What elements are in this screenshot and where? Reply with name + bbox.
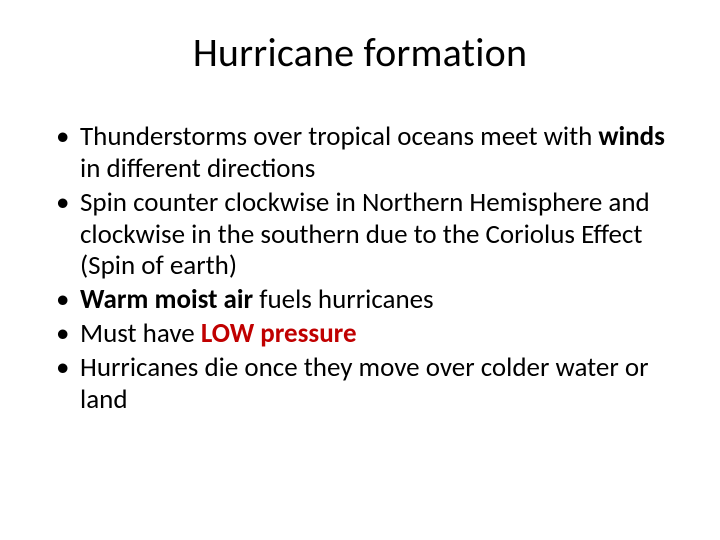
list-item: Spin counter clockwise in Northern Hemis… xyxy=(54,187,666,283)
list-item: Must have LOW pressure xyxy=(54,318,666,350)
text-segment: in different directions xyxy=(80,152,315,185)
slide: Hurricane formation Thunderstorms over t… xyxy=(0,0,720,540)
text-segment: Must have xyxy=(80,317,201,350)
text-segment: Hurricanes die once they move over colde… xyxy=(80,351,649,416)
list-item: Hurricanes die once they move over colde… xyxy=(54,352,666,416)
list-item: Thunderstorms over tropical oceans meet … xyxy=(54,121,666,185)
bullet-list: Thunderstorms over tropical oceans meet … xyxy=(54,121,666,416)
text-segment: Thunderstorms over tropical oceans meet … xyxy=(80,120,598,153)
text-segment-red-bold: LOW pressure xyxy=(201,317,357,350)
text-segment: Spin counter clockwise in Northern Hemis… xyxy=(80,186,650,283)
text-segment-bold: winds xyxy=(598,120,665,153)
slide-title: Hurricane formation xyxy=(54,28,666,77)
text-segment: fuels hurricanes xyxy=(259,283,433,316)
list-item: Warm moist air fuels hurricanes xyxy=(54,284,666,316)
text-segment-bold: Warm moist air xyxy=(80,283,259,316)
